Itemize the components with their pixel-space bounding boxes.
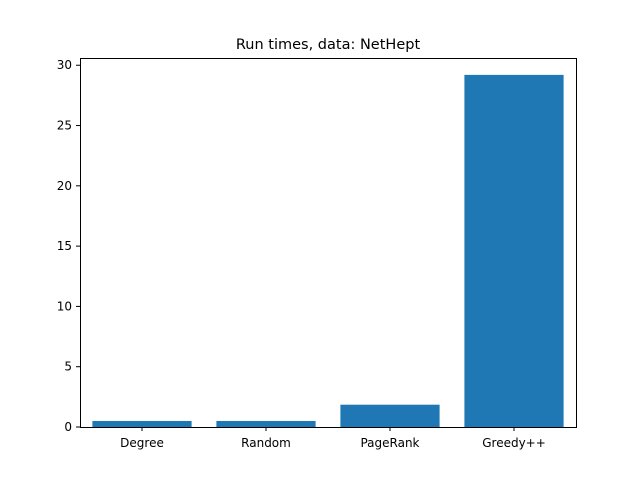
y-tick-label: 30 [57, 58, 72, 72]
bar-pagerank [340, 404, 440, 427]
x-tick-label: Random [241, 436, 291, 450]
bars-group [92, 74, 564, 427]
plot-area-frame [80, 58, 577, 428]
x-tick-label: PageRank [360, 436, 419, 450]
bar-degree [92, 420, 192, 427]
y-tick-label: 0 [64, 420, 72, 434]
y-tick-label: 5 [64, 360, 72, 374]
x-tick-label: Degree [120, 436, 164, 450]
x-tick-label: Greedy++ [482, 436, 546, 450]
bar-random [216, 420, 316, 427]
bar-greedy [464, 74, 564, 427]
y-tick-label: 15 [57, 239, 72, 253]
y-axis: 0 5 10 15 20 25 30 [57, 58, 80, 434]
y-tick-label: 25 [57, 119, 72, 133]
y-tick-label: 20 [57, 179, 72, 193]
x-axis: Degree Random PageRank Greedy++ [120, 427, 546, 450]
chart-title: Run times, data: NetHept [236, 37, 421, 53]
y-tick-label: 10 [57, 299, 72, 313]
